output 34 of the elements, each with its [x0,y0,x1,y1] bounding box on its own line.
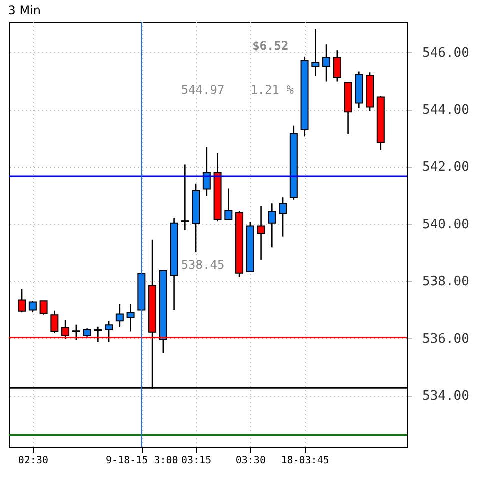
candlestick [50,310,59,334]
candlestick [279,196,288,238]
x-tick-label: 03:15 [181,456,212,466]
y-tick-label: 546.00 [422,46,470,61]
candlestick [224,188,233,220]
y-tick-label: 542.00 [422,160,470,176]
x-tick-label: 03:30 [236,456,266,466]
annotation: 1.21 % [250,83,295,97]
x-tick-label: 18-03:45 [281,456,330,466]
candlestick [94,326,102,343]
candlestick [322,44,331,82]
y-tick-label: 538.00 [422,274,470,290]
annotation: 544.97 [181,83,225,97]
chart-title: 3 Min [8,4,41,18]
y-tick-label: 534.00 [422,389,470,404]
y-tick-label: 540.00 [422,217,470,232]
candlestick [257,206,266,261]
candlestick [18,288,26,314]
candlestick [40,300,48,316]
annotation: $6.52 [252,38,289,53]
y-tick-label: 536.00 [422,332,470,347]
candlestick [126,304,135,332]
candlestick [312,28,320,77]
x-tick-label: 02:30 [18,456,48,466]
x-tick-label: 9-18-15 3:00 [106,456,178,466]
candlestick [202,146,211,197]
candlestick [268,202,276,248]
candlestick [105,320,114,343]
candlestick [333,50,342,82]
candlestick [181,164,190,232]
annotation: 538.45 [181,258,225,272]
y-tick-label: 544.00 [422,103,470,118]
candlestick [28,300,37,314]
candlestick [116,304,124,328]
